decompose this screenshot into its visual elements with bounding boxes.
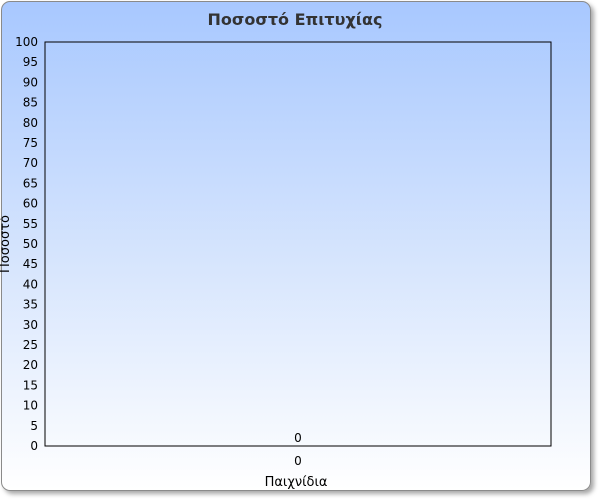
y-tick-label: 55 [23,217,38,231]
y-axis-ticks: 0 5 10 15 20 25 30 35 40 45 50 55 60 65 70 75 80 85 90 95 10… [15,35,38,453]
x-tick-label: 0 [294,454,302,468]
y-tick-label: 30 [23,318,38,332]
y-tick-label: 70 [23,156,38,170]
y-tick-label: 35 [23,298,38,312]
y-tick-label: 25 [23,338,38,352]
plot-area [44,41,552,447]
y-tick-label: 60 [23,197,38,211]
chart-frame [1,1,591,491]
data-label: 0 [294,431,302,445]
x-axis-ticks: 0 [294,454,302,468]
y-tick-label: 5 [30,419,38,433]
y-tick-label: 90 [23,75,38,89]
y-tick-label: 75 [23,136,38,150]
y-tick-label: 10 [23,399,38,413]
y-tick-label: 50 [23,237,38,251]
y-tick-label: 85 [23,96,38,110]
y-axis-label: Ποσοστό [0,215,13,273]
chart-title: Ποσοστό Επιτυχίας [208,10,383,29]
y-tick-label: 0 [30,439,38,453]
y-tick-label: 65 [23,176,38,190]
y-tick-label: 15 [23,378,38,392]
x-axis-label: Παιχνίδια [265,475,328,490]
y-tick-label: 20 [23,358,38,372]
bars: 0 [294,431,302,445]
y-tick-label: 45 [23,257,38,271]
y-tick-label: 40 [23,277,38,291]
y-tick-label: 80 [23,116,38,130]
y-tick-label: 100 [15,35,38,49]
y-tick-label: 95 [23,55,38,69]
